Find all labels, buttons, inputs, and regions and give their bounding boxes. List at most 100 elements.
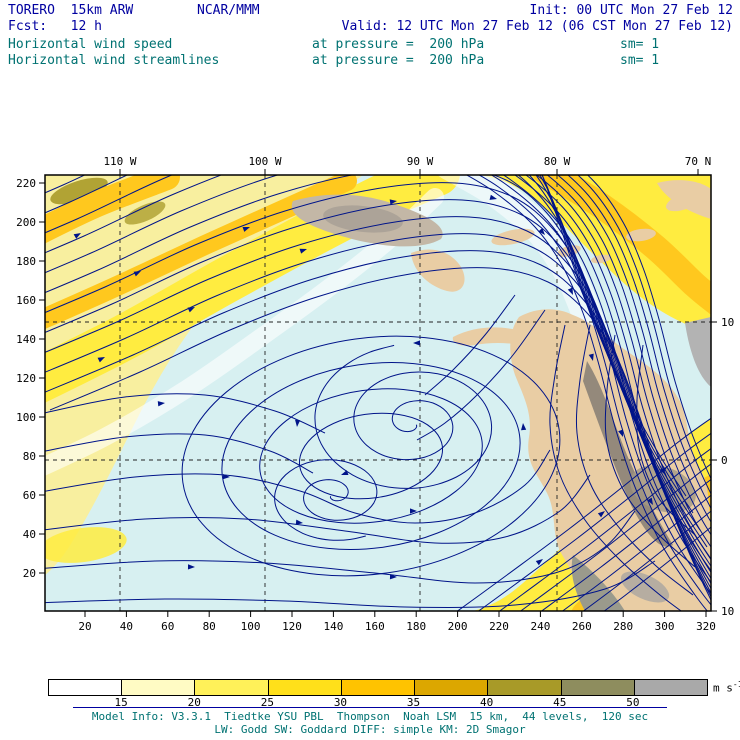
flow-arrow xyxy=(242,226,250,232)
gray-streak xyxy=(620,571,670,603)
colorbar-segment xyxy=(488,680,562,695)
colorbar xyxy=(48,679,708,696)
field1-name: Horizontal wind speed xyxy=(8,37,173,52)
y-tick-label: 20 xyxy=(23,567,36,580)
x-tick-label: 260 xyxy=(572,620,592,633)
x-tick-label: 300 xyxy=(655,620,675,633)
y-tick-label: 160 xyxy=(16,294,36,307)
flow-arrow xyxy=(187,564,195,570)
streamline xyxy=(586,175,711,480)
y-tick-label: 60 xyxy=(23,489,36,502)
colorbar-segment xyxy=(49,680,123,695)
colorbar-segment xyxy=(341,680,416,695)
flow-arrow xyxy=(389,574,397,580)
colorbar-tick-label: 15 xyxy=(114,696,128,709)
flow-arrow xyxy=(521,423,527,431)
x-axis-gridpoints: 20 40 60 80 100 120 140 160 180 200 220 240 260 280 30… xyxy=(78,611,716,633)
streamline xyxy=(490,175,711,595)
lon-label: 70 N xyxy=(685,155,712,168)
flow-arrow xyxy=(133,271,141,277)
streamline xyxy=(45,510,636,584)
streamline xyxy=(45,393,326,434)
field2-smooth: sm= 1 xyxy=(620,53,660,68)
x-tick-label: 120 xyxy=(282,620,302,633)
streamline xyxy=(45,449,551,524)
island-corner xyxy=(657,180,711,219)
streamline xyxy=(45,560,656,608)
streamline xyxy=(540,478,711,611)
lat-label: 10 N xyxy=(721,316,740,329)
land-panama xyxy=(452,327,547,351)
streamline xyxy=(535,175,711,548)
streamline xyxy=(546,175,711,536)
streamline xyxy=(477,432,711,611)
colorbar-unit: m s-1 xyxy=(713,680,740,695)
streamline xyxy=(274,459,378,541)
flow-arrow xyxy=(341,470,349,476)
field1-smooth: sm= 1 xyxy=(620,37,660,52)
map-frame xyxy=(44,174,712,612)
flow-arrow xyxy=(597,511,605,518)
model-info-line1: Model Info: V3.3.1 Tiedtke YSU PBL Thomp… xyxy=(91,710,649,723)
flow-arrow xyxy=(410,508,417,514)
gray-patch-right xyxy=(685,317,711,387)
flow-arrows xyxy=(73,194,667,580)
shade-topright xyxy=(479,175,711,333)
x-tick-label: 180 xyxy=(406,620,426,633)
colorbar-tick-label: 45 xyxy=(553,696,567,709)
island xyxy=(491,228,535,246)
y-tick-label: 40 xyxy=(23,528,36,541)
x-tick-label: 220 xyxy=(489,620,509,633)
org-label: NCAR/MMM xyxy=(197,3,260,18)
longitude-axis: 110 W 100 W 90 W 80 W 70 N xyxy=(103,155,711,175)
x-tick-label: 280 xyxy=(613,620,633,633)
closed-streamline xyxy=(221,362,521,550)
streamline xyxy=(561,494,711,611)
streamline xyxy=(45,474,591,544)
colorbar-segment xyxy=(634,680,707,695)
x-tick-label: 320 xyxy=(696,620,716,633)
lon-label: 110 W xyxy=(103,155,136,168)
flow-arrow xyxy=(73,233,81,239)
colorbar-tick-label: 35 xyxy=(406,696,421,709)
field1-level: at pressure = 200 hPa xyxy=(312,37,485,52)
flow-arrow xyxy=(489,194,497,200)
streamline xyxy=(636,344,696,536)
flow-arrow xyxy=(97,357,105,363)
y-tick-label: 200 xyxy=(16,216,36,229)
lat-label: 0 xyxy=(721,454,728,467)
closed-streamline xyxy=(259,388,483,524)
flow-arrow xyxy=(295,519,303,525)
colorbar-tick-label: 40 xyxy=(480,696,494,709)
streamline xyxy=(514,175,711,572)
flow-arrow xyxy=(295,419,301,427)
flow-arrow xyxy=(187,307,195,313)
flow-arrow xyxy=(647,497,653,505)
streamline xyxy=(582,510,711,611)
lon-label: 90 W xyxy=(407,155,434,168)
x-tick-label: 140 xyxy=(323,620,343,633)
footer-divider xyxy=(73,707,667,708)
colorbar-segment xyxy=(195,680,269,695)
streamline xyxy=(49,267,711,602)
streamline xyxy=(567,175,711,510)
streamline xyxy=(603,526,711,611)
x-tick-label: 100 xyxy=(241,620,261,633)
y-axis-gridpoints: 20 40 60 80 100 120 140 160 180 200 220 xyxy=(16,177,45,580)
colorbar-tick-label: 20 xyxy=(187,696,201,709)
gray-streak-bottom xyxy=(571,555,625,611)
y-tick-label: 140 xyxy=(16,333,36,346)
streamline xyxy=(45,433,314,474)
streamline xyxy=(575,324,694,596)
flow-arrow xyxy=(588,353,594,361)
streamline xyxy=(498,447,711,611)
flow-arrow xyxy=(659,467,667,474)
olive-patch xyxy=(124,201,166,225)
streamline xyxy=(502,175,711,584)
x-tick-label: 160 xyxy=(365,620,385,633)
model-info-line2: LW: Godd SW: Goddard DIFF: simple KM: 2D… xyxy=(214,723,526,736)
streamline xyxy=(45,216,711,590)
island xyxy=(626,228,656,242)
unit-exponent: -1 xyxy=(732,680,740,689)
model-title: TORERO 15km ARW xyxy=(8,3,134,18)
